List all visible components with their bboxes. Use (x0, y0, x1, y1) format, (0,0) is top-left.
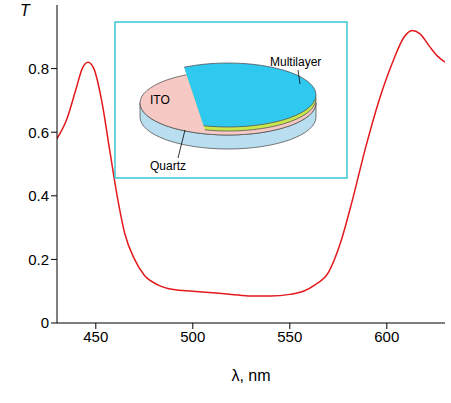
svg-text:ITO: ITO (150, 93, 170, 107)
html-text:T: T (20, 2, 30, 19)
svg-text:600: 600 (374, 328, 399, 345)
svg-text:Multilayer: Multilayer (270, 55, 321, 69)
svg-text:0.2: 0.2 (28, 251, 49, 268)
svg-text:0.6: 0.6 (28, 124, 49, 141)
svg-text:Quartz: Quartz (150, 159, 186, 173)
svg-text:500: 500 (180, 328, 205, 345)
svg-text:450: 450 (83, 328, 108, 345)
svg-text:0: 0 (41, 314, 49, 331)
svg-text:0.8: 0.8 (28, 60, 49, 77)
svg-text:0.4: 0.4 (28, 187, 49, 204)
svg-text:550: 550 (277, 328, 302, 345)
svg-text:λ, nm: λ, nm (231, 367, 270, 384)
